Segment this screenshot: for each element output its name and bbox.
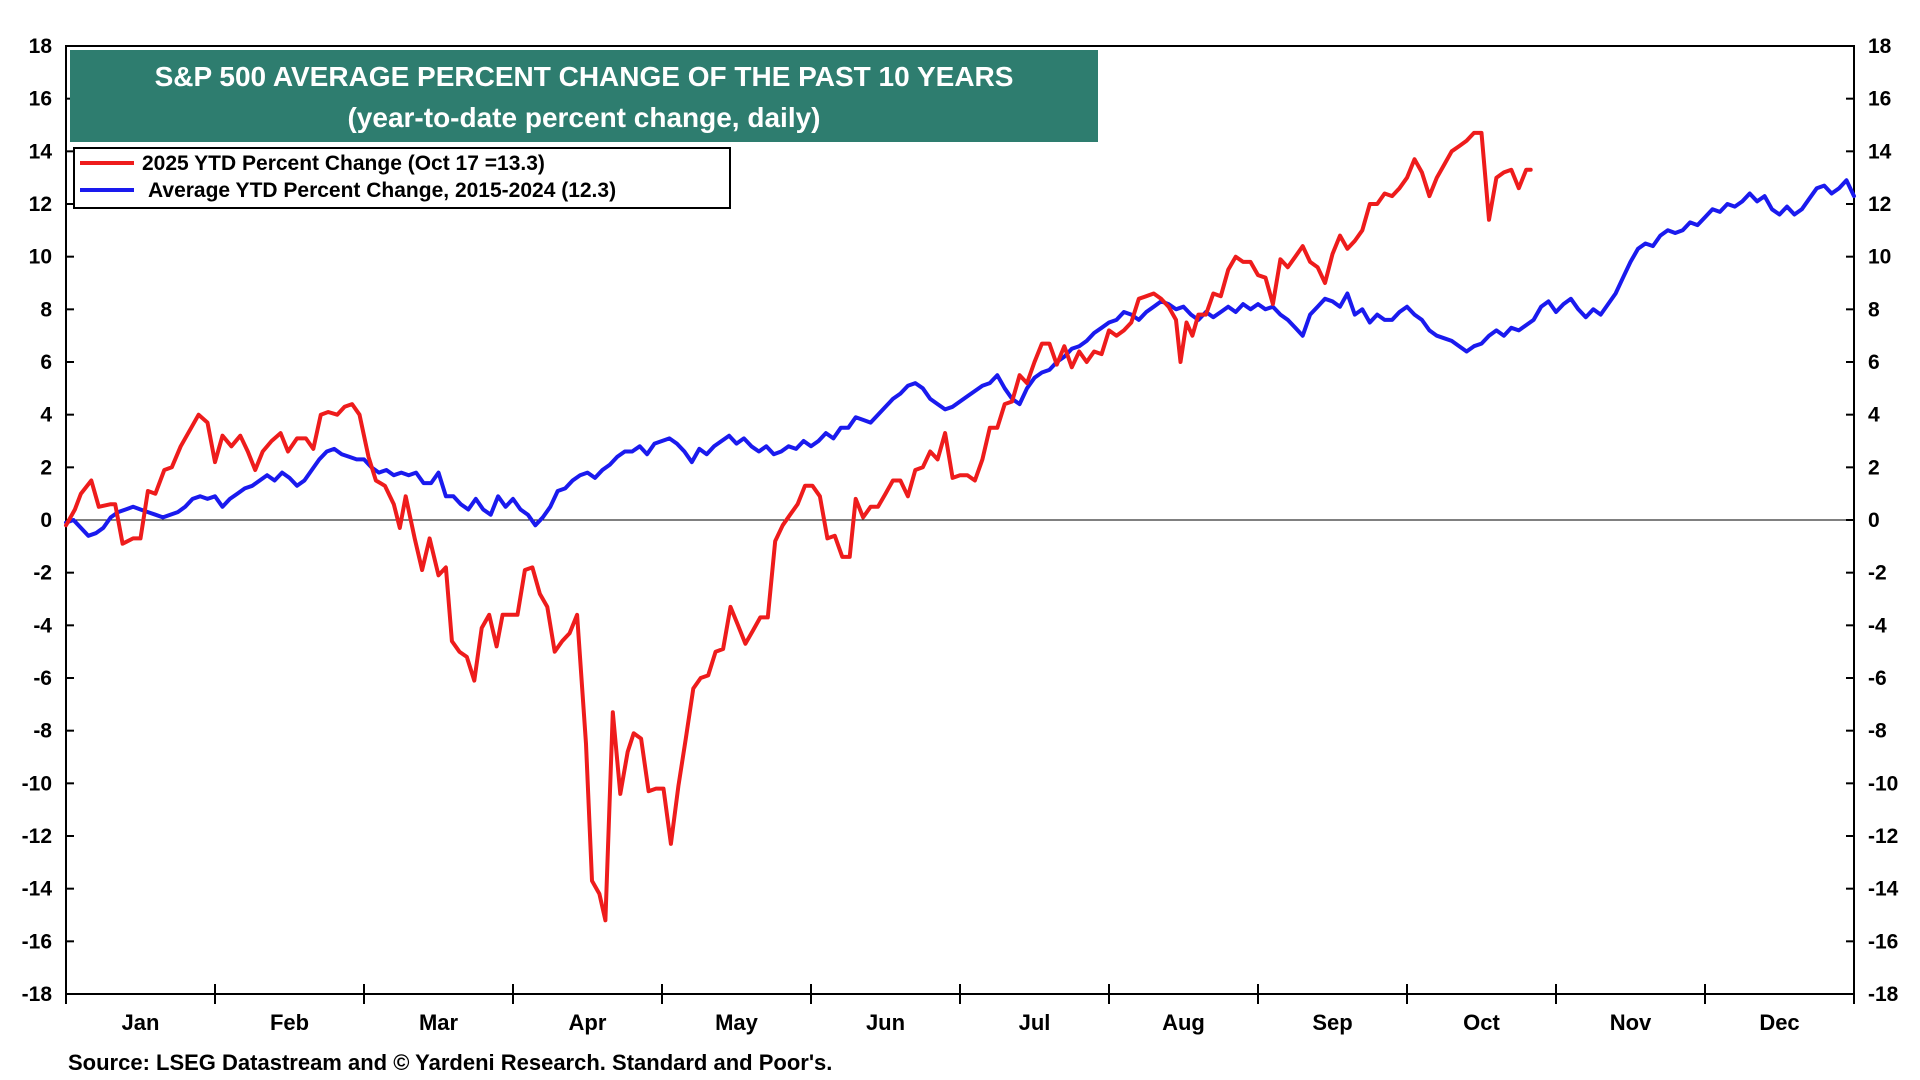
left-tick-label: -12 — [22, 825, 52, 848]
legend-box — [73, 147, 731, 209]
right-tick-label: -18 — [1868, 983, 1899, 1006]
right-tick-label: -10 — [1868, 772, 1898, 795]
left-tick-label: -8 — [33, 720, 52, 743]
left-tick-label: 10 — [29, 246, 52, 269]
legend-label-2025: 2025 YTD Percent Change (Oct 17 =13.3) — [142, 152, 545, 175]
left-y-axis: -18 -16 -14 -12 -10 -8 -6 -4 -2 0 2 4 6 8 10 12 14 16 18 — [22, 35, 74, 1006]
right-tick-label: -14 — [1868, 878, 1899, 901]
right-tick-label: -2 — [1868, 562, 1887, 585]
month-label-jan: Jan — [122, 1010, 160, 1035]
month-label-feb: Feb — [270, 1010, 309, 1035]
chart-title: S&P 500 AVERAGE PERCENT CHANGE OF THE PA… — [155, 61, 1014, 92]
right-y-axis: -18 -16 -14 -12 -10 -8 -6 -4 -2 0 2 4 6 8 10 12 14 16 18 — [1846, 35, 1899, 1006]
left-tick-label: 2 — [40, 456, 52, 479]
left-tick-label: 14 — [29, 140, 53, 163]
right-tick-label: 8 — [1868, 298, 1880, 321]
month-label-nov: Nov — [1610, 1010, 1652, 1035]
source-note: Source: LSEG Datastream and © Yardeni Re… — [68, 1050, 832, 1075]
left-tick-label: 4 — [40, 404, 52, 427]
series-layer — [64, 130, 1856, 923]
left-tick-label: -4 — [33, 614, 52, 637]
left-tick-label: 6 — [40, 351, 52, 374]
right-tick-label: 10 — [1868, 246, 1891, 269]
month-label-jun: Jun — [866, 1010, 905, 1035]
month-label-mar: Mar — [419, 1010, 459, 1035]
left-tick-label: 8 — [40, 298, 52, 321]
right-tick-label: -8 — [1868, 720, 1887, 743]
title-background — [70, 50, 1098, 142]
chart-subtitle: (year-to-date percent change, daily) — [347, 102, 820, 133]
left-tick-label: -2 — [33, 562, 52, 585]
right-tick-label: -16 — [1868, 930, 1898, 953]
left-tick-label: 18 — [29, 35, 53, 58]
x-axis: Jan Feb Mar Apr May Jun Jul Aug Sep Oct Nov Dec — [65, 984, 1855, 1035]
month-label-oct: Oct — [1463, 1010, 1500, 1035]
series-line-2025 — [64, 130, 1533, 923]
right-tick-label: -12 — [1868, 825, 1898, 848]
legend: 2025 YTD Percent Change (Oct 17 =13.3) A… — [73, 147, 731, 209]
month-label-jul: Jul — [1019, 1010, 1051, 1035]
left-tick-label: -6 — [33, 667, 52, 690]
right-tick-label: 18 — [1868, 35, 1892, 58]
title-box: S&P 500 AVERAGE PERCENT CHANGE OF THE PA… — [70, 50, 1098, 142]
right-tick-label: 6 — [1868, 351, 1880, 374]
month-label-may: May — [715, 1010, 759, 1035]
right-tick-label: -4 — [1868, 614, 1887, 637]
right-tick-label: 0 — [1868, 509, 1880, 532]
left-tick-label: 0 — [40, 509, 52, 532]
right-tick-label: -6 — [1868, 667, 1887, 690]
right-tick-label: 2 — [1868, 456, 1880, 479]
month-label-aug: Aug — [1162, 1010, 1205, 1035]
month-label-apr: Apr — [569, 1010, 607, 1035]
left-tick-label: -10 — [22, 772, 52, 795]
series-line-average — [64, 178, 1856, 538]
right-tick-label: 4 — [1868, 404, 1880, 427]
right-tick-label: 16 — [1868, 88, 1891, 111]
month-label-dec: Dec — [1759, 1010, 1799, 1035]
right-tick-label: 14 — [1868, 140, 1892, 163]
right-tick-label: 12 — [1868, 193, 1891, 216]
left-tick-label: 16 — [29, 88, 52, 111]
month-label-sep: Sep — [1312, 1010, 1352, 1035]
left-tick-label: -14 — [22, 878, 53, 901]
left-tick-label: 12 — [29, 193, 52, 216]
left-tick-label: -18 — [22, 983, 53, 1006]
legend-label-average: Average YTD Percent Change, 2015-2024 (1… — [148, 179, 616, 202]
left-tick-label: -16 — [22, 930, 52, 953]
